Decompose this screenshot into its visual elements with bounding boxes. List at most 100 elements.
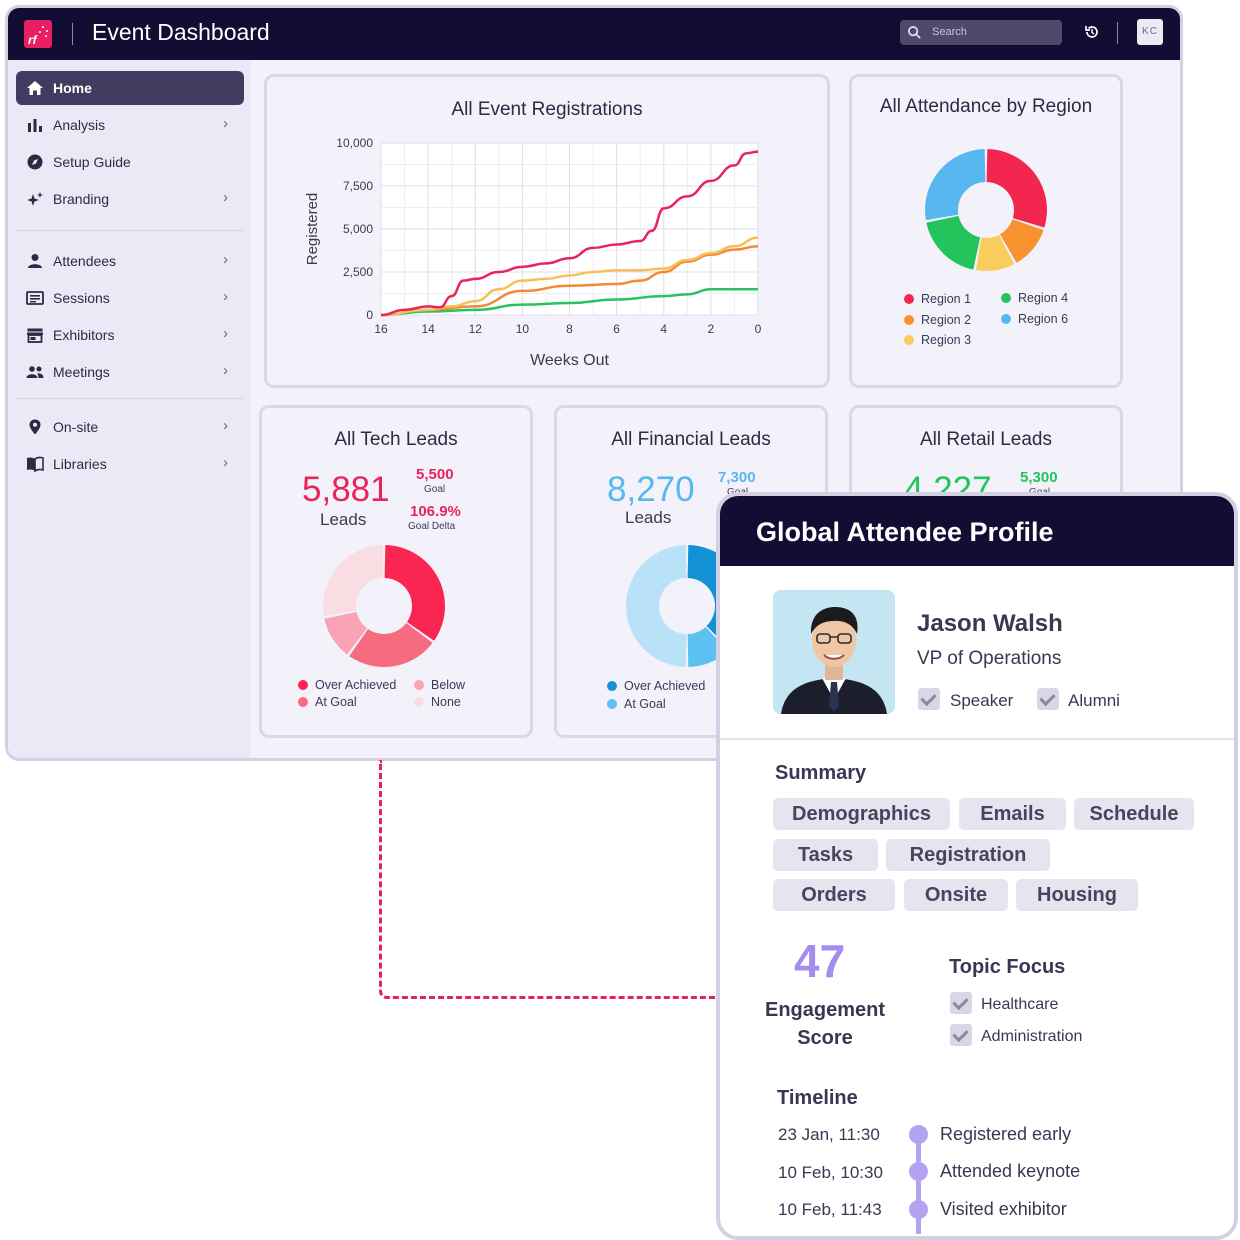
- housing-button[interactable]: Housing: [1016, 879, 1138, 911]
- administration-checkbox[interactable]: [950, 1024, 972, 1046]
- timeline-date: 10 Feb, 10:30: [778, 1163, 883, 1182]
- registrations-card: All Event Registrations 16 14 12 10 8 6 4 2 0 10,…: [264, 74, 830, 388]
- sidebar-item-home[interactable]: Home: [16, 71, 244, 105]
- leads-label: Leads: [625, 508, 672, 527]
- chevron-right-icon: ›: [223, 115, 228, 132]
- sidebar-item-sessions[interactable]: Sessions ›: [16, 281, 244, 315]
- x-tick-label: 6: [613, 322, 620, 336]
- alumni-checkbox[interactable]: [1037, 688, 1059, 710]
- engagement-score: 47: [794, 935, 846, 987]
- legend-item: Over Achieved: [607, 679, 705, 693]
- tech-leads-donut-chart: [323, 545, 445, 667]
- legend-item: At Goal: [607, 697, 666, 711]
- user-avatar[interactable]: KC: [1137, 19, 1163, 45]
- connector-line: [379, 760, 722, 999]
- orders-button[interactable]: Orders: [773, 879, 895, 911]
- series-line: [380, 244, 759, 317]
- legend-dot: [607, 699, 617, 709]
- demographics-button[interactable]: Demographics: [773, 798, 950, 830]
- goal-value: 7,300: [718, 469, 756, 486]
- sidebar-item-label: Sessions: [53, 290, 110, 306]
- sidebar-divider: [16, 398, 244, 399]
- x-tick-label: 0: [755, 322, 762, 336]
- donut-slice: [384, 545, 445, 641]
- profile-panel-title: Global Attendee Profile: [756, 517, 1054, 547]
- legend-item: Region 6: [1001, 312, 1068, 326]
- onsite-button[interactable]: Onsite: [904, 879, 1008, 911]
- profile-header: Global Attendee Profile: [720, 496, 1234, 566]
- search-input[interactable]: Search: [900, 20, 1062, 45]
- emails-button[interactable]: Emails: [959, 798, 1066, 830]
- attendee-role: VP of Operations: [917, 648, 1062, 669]
- sidebar-item-label: Attendees: [53, 253, 117, 269]
- donut-slice: [349, 622, 433, 667]
- donut-slice: [626, 545, 687, 667]
- leads-label: Leads: [320, 510, 367, 529]
- legend-item: At Goal: [298, 695, 357, 709]
- donut-slice: [1000, 219, 1044, 263]
- bar-chart-icon: [28, 119, 42, 132]
- list-icon: [26, 291, 44, 305]
- profile-divider: [720, 738, 1234, 740]
- engagement-label-line: Engagement: [764, 999, 886, 1021]
- x-tick-label: 2: [708, 322, 715, 336]
- timeline-date: 23 Jan, 11:30: [778, 1125, 880, 1144]
- timeline-heading: Timeline: [777, 1087, 858, 1109]
- donut-slice: [926, 215, 981, 270]
- sidebar-item-libraries[interactable]: Libraries ›: [16, 447, 244, 481]
- sidebar-item-meetings[interactable]: Meetings ›: [16, 355, 244, 389]
- attendee-profile-panel: Global Attendee Profile Jason Walsh VP o…: [716, 492, 1238, 1240]
- sidebar-item-attendees[interactable]: Attendees ›: [16, 244, 244, 278]
- app-logo[interactable]: rf: [24, 20, 52, 48]
- location-pin-icon: [29, 419, 41, 435]
- sidebar-item-label: Setup Guide: [53, 154, 131, 170]
- tasks-button[interactable]: Tasks: [773, 839, 878, 871]
- logo-text: rf: [28, 33, 37, 47]
- sidebar-item-analysis[interactable]: Analysis ›: [16, 108, 244, 142]
- series-line: [380, 236, 759, 317]
- schedule-button[interactable]: Schedule: [1074, 798, 1194, 830]
- y-tick-label: 2,500: [343, 265, 373, 279]
- legend-label: Region 2: [921, 313, 972, 327]
- chevron-right-icon: ›: [223, 288, 228, 305]
- y-tick-label: 10,000: [336, 136, 373, 150]
- sidebar-item-exhibitors[interactable]: Exhibitors ›: [16, 318, 244, 352]
- sidebar-item-label: Analysis: [53, 117, 106, 133]
- sidebar-item-branding[interactable]: Branding ›: [16, 182, 244, 216]
- chevron-right-icon: ›: [223, 189, 228, 206]
- storefront-icon: [27, 328, 43, 343]
- goal-label: Goal: [424, 484, 446, 495]
- healthcare-checkbox[interactable]: [950, 992, 972, 1014]
- x-tick-label: 12: [469, 322, 483, 336]
- sidebar-item-on-site[interactable]: On-site ›: [16, 410, 244, 444]
- legend-dot: [607, 681, 617, 691]
- history-icon[interactable]: [1084, 24, 1100, 40]
- compass-icon: [27, 154, 43, 170]
- x-tick-label: 16: [374, 322, 388, 336]
- sidebar-item-label: Libraries: [53, 456, 107, 472]
- sparkle-icon: [27, 192, 43, 206]
- timeline-event: Attended keynote: [940, 1161, 1081, 1181]
- registration-button[interactable]: Registration: [886, 839, 1050, 871]
- search-icon: [907, 25, 921, 39]
- y-tick-label: 0: [366, 308, 373, 322]
- y-tick-label: 7,500: [343, 179, 373, 193]
- x-tick-label: 4: [660, 322, 667, 336]
- legend-label: At Goal: [624, 697, 666, 711]
- legend-item: Region 2: [904, 313, 971, 327]
- legend-label: At Goal: [315, 695, 357, 709]
- timeline-date: 10 Feb, 11:43: [778, 1200, 882, 1219]
- sidebar-item-setup-guide[interactable]: Setup Guide: [16, 145, 244, 179]
- timeline-line: [916, 1134, 921, 1234]
- donut-slice: [323, 545, 384, 617]
- speaker-checkbox[interactable]: [918, 688, 940, 710]
- legend-label: Region 4: [1018, 291, 1069, 305]
- tech-leads-count: 5,881: [302, 470, 390, 509]
- donut-slice: [986, 149, 1047, 228]
- timeline-dot: [909, 1162, 928, 1181]
- x-tick-label: 14: [421, 322, 435, 336]
- chart-title: All Attendance by Region: [879, 96, 1093, 117]
- chart-title: All Event Registrations: [451, 99, 643, 120]
- legend-label: None: [431, 695, 461, 709]
- legend-item: Over Achieved: [298, 678, 396, 692]
